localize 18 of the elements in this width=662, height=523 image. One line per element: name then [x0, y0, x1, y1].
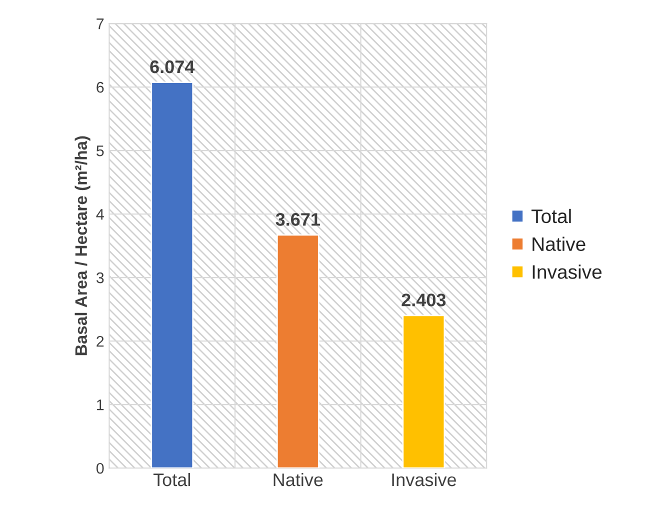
- x-tick-label: Total: [153, 472, 190, 486]
- y-tick-label: 1: [97, 400, 104, 410]
- y-tick-label: 6: [96, 82, 104, 93]
- y-tick-label: 0: [96, 462, 104, 474]
- data-label: 2.403: [402, 294, 446, 306]
- y-tick-label: 7: [96, 18, 104, 30]
- data-label: 6.074: [150, 60, 195, 74]
- data-label: 3.671: [276, 213, 320, 226]
- y-tick-label: 3: [96, 272, 104, 284]
- y-axis-title: Basal Area / Hectare (m²/ha): [74, 136, 90, 356]
- legend-label: Total: [532, 208, 571, 224]
- legend-label: Invasive: [532, 264, 602, 279]
- x-tick-label: Invasive: [392, 472, 456, 486]
- y-tick-label: 4: [96, 209, 104, 220]
- y-tick-label: 5: [96, 146, 104, 156]
- legend-label: Native: [532, 236, 586, 252]
- x-tick-label: Native: [274, 472, 323, 486]
- y-tick-label: 2: [96, 336, 104, 347]
